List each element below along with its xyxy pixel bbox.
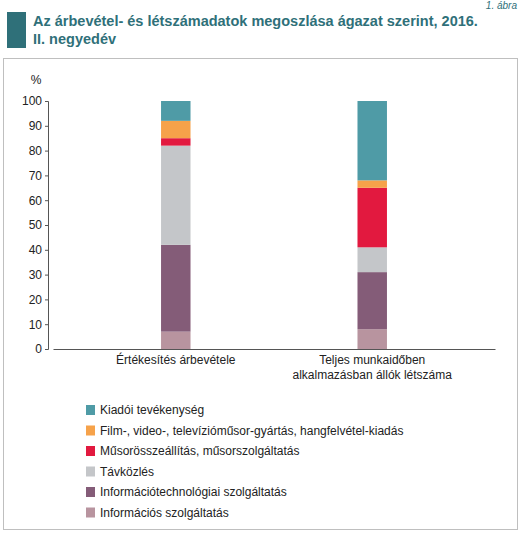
legend-label: Film-, video-, televízióműsor-gyártás, h… bbox=[100, 424, 403, 438]
y-tick: 40 bbox=[29, 243, 48, 257]
bar-segment bbox=[161, 245, 190, 332]
legend-label: Műsorösszeállítás, műsorszolgáltatás bbox=[100, 444, 299, 458]
y-tick-label: 100 bbox=[22, 94, 42, 108]
x-tick: Értékesítés árbevétele bbox=[116, 349, 236, 367]
legend-swatch bbox=[86, 467, 95, 477]
y-tick: 50 bbox=[29, 218, 48, 232]
y-tick: 80 bbox=[29, 144, 48, 158]
y-tick: 100 bbox=[22, 94, 48, 108]
y-tick-mark bbox=[45, 101, 48, 102]
y-tick-mark bbox=[45, 225, 48, 226]
y-tick-mark bbox=[45, 126, 48, 127]
y-tick-mark bbox=[45, 299, 48, 300]
bar-segment bbox=[161, 138, 190, 145]
y-tick-label: 90 bbox=[29, 119, 43, 133]
x-axis: Értékesítés árbevétele Teljes munkaidőben… bbox=[54, 349, 496, 382]
y-tick-mark bbox=[45, 324, 48, 325]
chart: 1. ábra Az árbevétel- és létszámadatok me… bbox=[0, 0, 521, 533]
legend-item: Információs szolgáltatás bbox=[86, 506, 229, 520]
title: Az árbevétel- és létszámadatok megoszlás… bbox=[33, 13, 478, 47]
legend-swatch bbox=[86, 405, 95, 415]
legend-item: Film-, video-, televízióműsor-gyártás, h… bbox=[86, 424, 403, 438]
y-axis-line bbox=[45, 102, 49, 350]
y-tick: 20 bbox=[29, 293, 48, 307]
legend-swatch bbox=[86, 487, 95, 497]
y-tick: 0 bbox=[35, 342, 48, 356]
bar-segment bbox=[161, 332, 190, 349]
x-tick-label: Teljes munkaidőbenalkalmazásban állók lé… bbox=[293, 353, 453, 382]
bar-segment bbox=[357, 101, 386, 180]
y-tick-mark bbox=[45, 200, 48, 201]
y-tick-mark bbox=[45, 250, 48, 251]
y-tick-label: 50 bbox=[29, 218, 43, 232]
title-square bbox=[7, 12, 26, 48]
bar-segment bbox=[161, 146, 190, 245]
bar-segment bbox=[161, 121, 190, 138]
legend-item: Távközlés bbox=[86, 465, 154, 479]
bars bbox=[161, 101, 387, 349]
y-tick-label: 60 bbox=[29, 194, 43, 208]
legend-swatch bbox=[86, 508, 95, 518]
legend: Kiadói tevékenység Film-, video-, televíz… bbox=[86, 403, 403, 520]
y-tick: 70 bbox=[29, 169, 48, 183]
annotation: 1. ábra bbox=[486, 0, 518, 11]
y-tick-mark bbox=[45, 175, 48, 176]
y-tick-label: 0 bbox=[35, 342, 42, 356]
y-tick-mark bbox=[45, 151, 48, 152]
chart-frame bbox=[4, 59, 518, 530]
bar-segment bbox=[357, 180, 386, 187]
bar-segment bbox=[357, 329, 386, 349]
y-tick: 30 bbox=[29, 268, 48, 282]
legend-label: Információs szolgáltatás bbox=[100, 506, 229, 520]
legend-item: Műsorösszeállítás, műsorszolgáltatás bbox=[86, 444, 299, 458]
x-tick-label: Értékesítés árbevétele bbox=[116, 352, 236, 367]
bar-segment bbox=[161, 101, 190, 121]
legend-swatch bbox=[86, 426, 95, 436]
y-tick: 90 bbox=[29, 119, 48, 133]
y-tick: 60 bbox=[29, 194, 48, 208]
y-tick-label: 30 bbox=[29, 268, 43, 282]
legend-label: Kiadói tevékenység bbox=[100, 403, 204, 417]
bar-segment bbox=[357, 272, 386, 329]
legend-item: Kiadói tevékenység bbox=[86, 403, 204, 417]
bar-segment bbox=[357, 188, 386, 248]
legend-item: Információtechnológiai szolgáltatás bbox=[86, 485, 287, 499]
y-tick-label: 40 bbox=[29, 243, 43, 257]
y-axis: 0 10 20 30 40 50 60 70 80 90 100 bbox=[22, 94, 49, 356]
legend-label: Távközlés bbox=[100, 465, 154, 479]
y-tick-label: 80 bbox=[29, 144, 43, 158]
legend-label: Információtechnológiai szolgáltatás bbox=[100, 485, 287, 499]
y-tick-mark bbox=[45, 275, 48, 276]
y-tick-label: 70 bbox=[29, 169, 43, 183]
y-tick-label: 20 bbox=[29, 293, 43, 307]
y-tick-label: 10 bbox=[29, 318, 43, 332]
bar-segment bbox=[357, 247, 386, 272]
y-tick: 10 bbox=[29, 318, 48, 332]
legend-swatch bbox=[86, 446, 95, 456]
x-tick: Teljes munkaidőbenalkalmazásban állók lé… bbox=[293, 349, 453, 382]
y-tick-mark bbox=[45, 349, 48, 350]
y-axis-label: % bbox=[31, 73, 42, 87]
x-axis-line bbox=[54, 349, 496, 350]
